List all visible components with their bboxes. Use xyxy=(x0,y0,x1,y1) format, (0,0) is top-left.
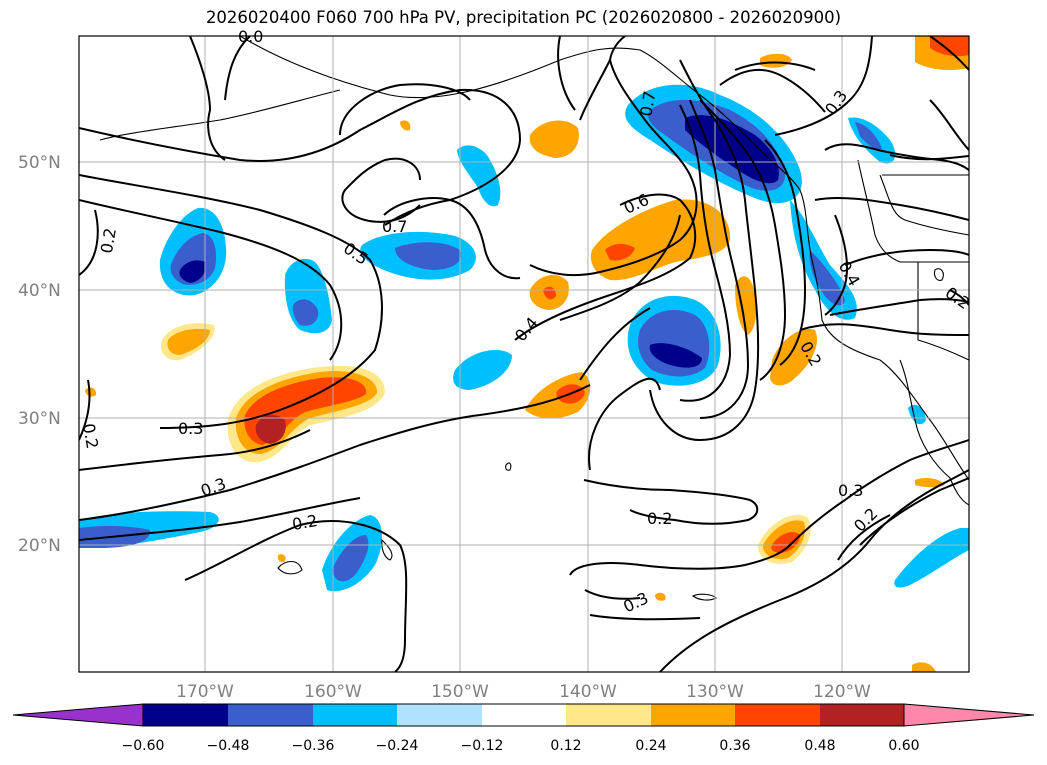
colorbar-tick-label: −0.12 xyxy=(461,738,504,754)
longitude-labels: 170°W 160°W 150°W 140°W 130°W 120°W xyxy=(176,682,871,702)
colorbar-tick-label: −0.60 xyxy=(122,738,165,754)
colorbar-segment xyxy=(651,704,735,726)
lon-label: 150°W xyxy=(431,682,489,702)
colorbar-tick-label: 0.60 xyxy=(888,738,919,754)
map-frame xyxy=(78,35,970,673)
colorbar-tick-label: −0.36 xyxy=(292,738,335,754)
colorbar-tick-label: 0.24 xyxy=(635,738,666,754)
colorbar-tick-label: −0.24 xyxy=(376,738,419,754)
colorbar-segment xyxy=(228,704,313,726)
colorbar-tick-label: −0.48 xyxy=(207,738,250,754)
colorbar: −0.60 −0.48 −0.36 −0.24 −0.12 0.12 0.24 … xyxy=(12,703,1035,754)
contour-label: 0.7 xyxy=(382,217,407,236)
contour-label: 0.3 xyxy=(178,419,203,438)
map-area xyxy=(79,36,969,672)
latitude-labels: 50°N 40°N 30°N 20°N xyxy=(18,153,61,556)
contour-label: 0.3 xyxy=(838,481,863,500)
contour-label: 0.2 xyxy=(79,422,102,450)
lon-label: 140°W xyxy=(559,682,617,702)
coastline xyxy=(99,36,969,601)
colorbar-tick-label: 0.12 xyxy=(550,738,581,754)
contour-label: 0.2 xyxy=(97,226,120,254)
colorbar-segment xyxy=(397,704,482,726)
lon-label: 130°W xyxy=(686,682,744,702)
lat-label: 30°N xyxy=(18,409,61,429)
pv-contours xyxy=(79,36,969,672)
colorbar-extend-high xyxy=(903,703,1035,727)
lat-label: 40°N xyxy=(18,281,61,301)
colorbar-segment xyxy=(313,704,397,726)
colorbar-frame xyxy=(142,703,905,727)
colorbar-extend-low xyxy=(12,703,144,727)
contour-label: 0.7 xyxy=(636,89,659,117)
gridlines xyxy=(79,36,969,672)
contour-label: 0.0 xyxy=(238,27,263,46)
colorbar-segment xyxy=(820,704,904,726)
colorbar-tick-label: 0.36 xyxy=(719,738,750,754)
lon-label: 160°W xyxy=(304,682,362,702)
colorbar-segment xyxy=(143,704,228,726)
lat-label: 20°N xyxy=(18,536,61,556)
colorbar-segment xyxy=(735,704,820,726)
contour-label: 0.2 xyxy=(291,511,319,534)
colorbar-segment xyxy=(482,704,566,726)
map-content xyxy=(79,36,969,672)
colorbar-tick-label: 0.48 xyxy=(804,738,835,754)
contour-label: 0.2 xyxy=(647,509,672,528)
map-title: 2026020400 F060 700 hPa PV, precipitatio… xyxy=(205,8,842,27)
lon-label: 120°W xyxy=(813,682,871,702)
colorbar-segment xyxy=(566,704,651,726)
precip-shading xyxy=(79,36,969,672)
lat-label: 50°N xyxy=(18,153,61,173)
lon-label: 170°W xyxy=(176,682,234,702)
